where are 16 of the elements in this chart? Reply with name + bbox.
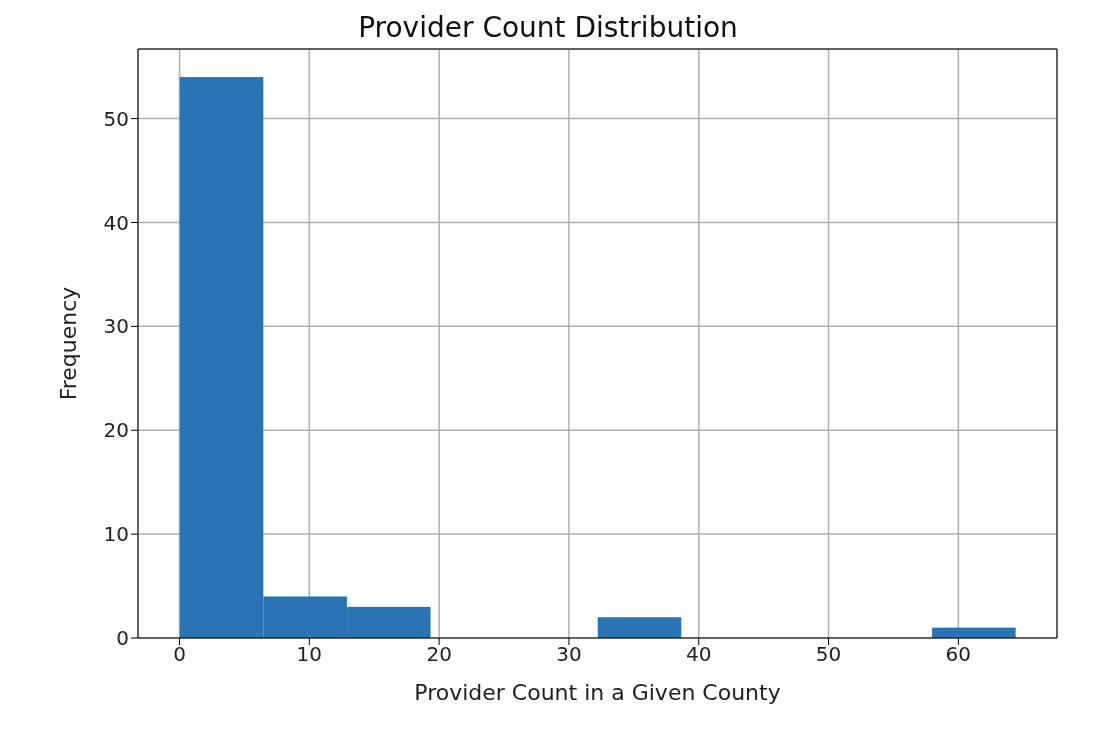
x-tick-label: 0 — [173, 642, 186, 667]
chart-title: Provider Count Distribution — [357, 10, 739, 46]
x-tick-label: 50 — [815, 642, 842, 667]
x-tick-label: 30 — [556, 642, 582, 667]
y-axis-title: Frequency — [55, 286, 81, 401]
x-tick-label: 40 — [686, 642, 712, 667]
x-tick-label: 60 — [945, 642, 972, 667]
y-tick-label: 20 — [103, 418, 129, 443]
y-tick-label: 10 — [103, 522, 129, 547]
y-tick-label: 30 — [103, 314, 129, 339]
x-axis-title: Provider Count in a Given County — [414, 680, 781, 705]
y-tick-label: 40 — [103, 210, 129, 235]
y-tick-label: 50 — [103, 106, 129, 131]
x-tick-label: 10 — [296, 642, 323, 667]
y-tick-label: 0 — [116, 626, 129, 651]
x-tick-label: 20 — [426, 642, 452, 667]
